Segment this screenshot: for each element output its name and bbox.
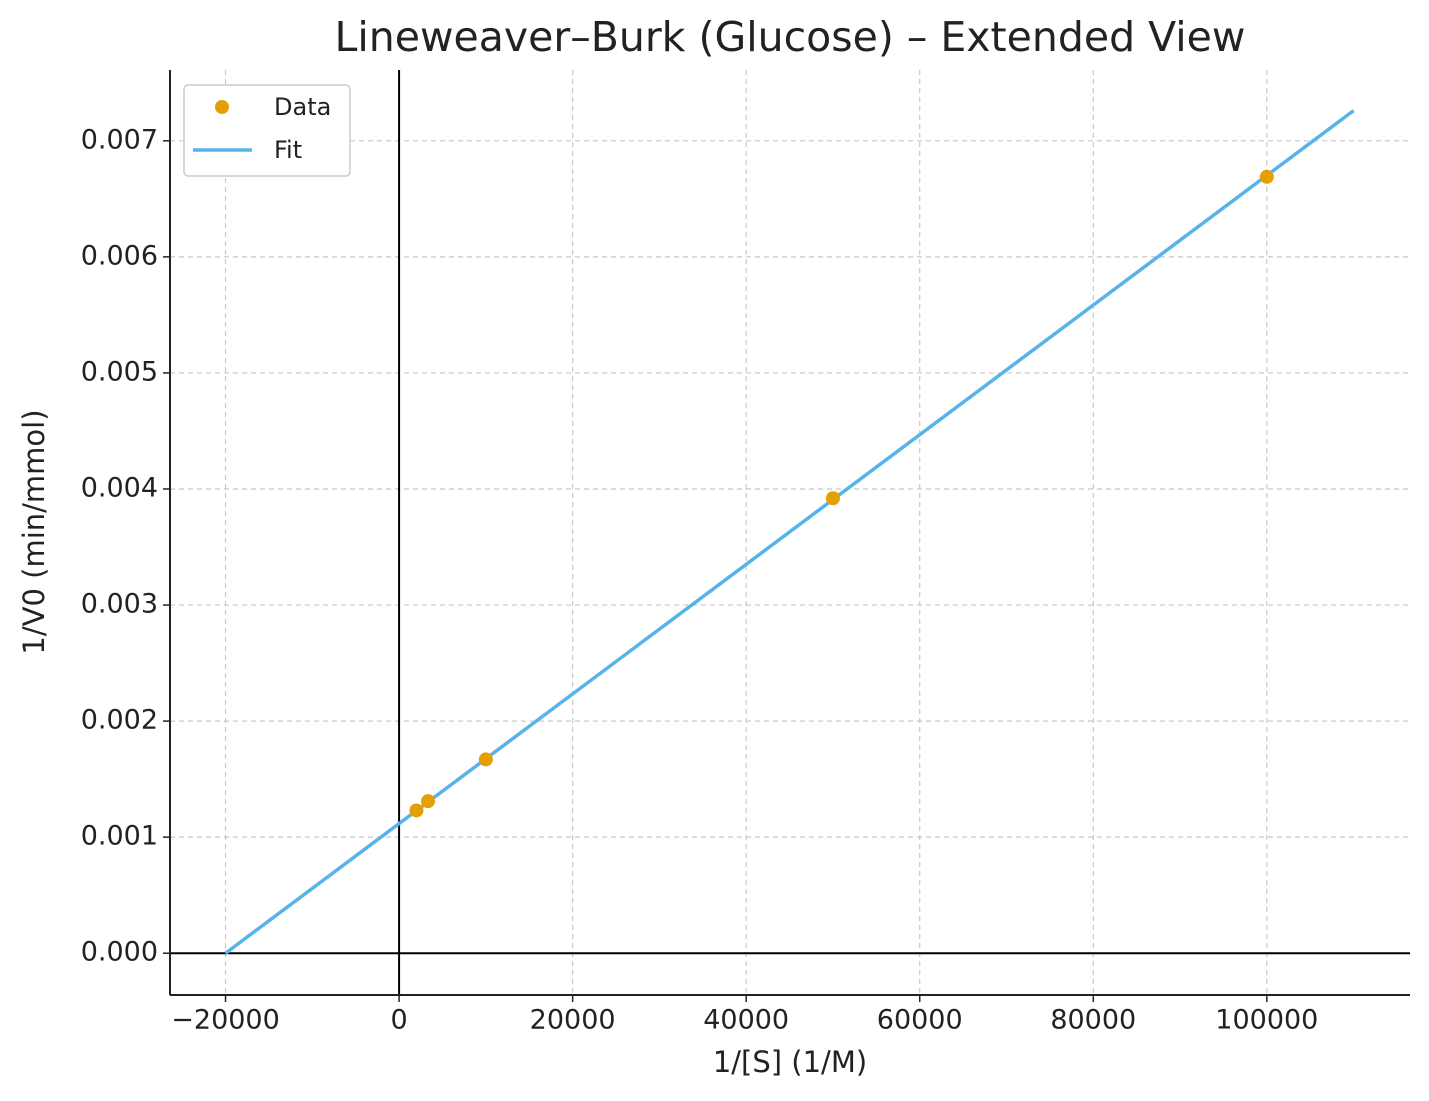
x-tick-label: 0 [390, 1005, 407, 1036]
legend-label: Data [274, 93, 331, 121]
y-tick-label: 0.001 [81, 821, 158, 852]
legend-label: Fit [274, 136, 302, 164]
y-tick-label: 0.004 [81, 472, 158, 503]
x-tick-label: 100000 [1215, 1005, 1318, 1036]
fit-line [224, 109, 1355, 955]
data-point [478, 752, 493, 767]
x-tick-label: 80000 [1050, 1005, 1136, 1036]
legend-marker [215, 100, 229, 114]
data-point [825, 491, 840, 506]
y-tick-label: 0.000 [81, 937, 158, 968]
y-tick-label: 0.003 [81, 589, 158, 620]
data-point [409, 803, 424, 818]
x-tick-label: 60000 [877, 1005, 963, 1036]
data-point [421, 794, 436, 809]
y-tick-label: 0.007 [81, 124, 158, 155]
x-tick-label: −20000 [171, 1005, 280, 1036]
y-tick-label: 0.002 [81, 705, 158, 736]
x-tick-label: 20000 [530, 1005, 616, 1036]
data-point [1259, 169, 1274, 184]
y-tick-label: 0.005 [81, 356, 158, 387]
x-tick-label: 40000 [703, 1005, 789, 1036]
x-axis-label: 1/[S] (1/M) [713, 1045, 867, 1079]
y-tick-label: 0.006 [81, 240, 158, 271]
chart-title: Lineweaver–Burk (Glucose) – Extended Vie… [335, 13, 1246, 61]
y-axis-label: 1/V0 (min/mmol) [17, 409, 51, 654]
